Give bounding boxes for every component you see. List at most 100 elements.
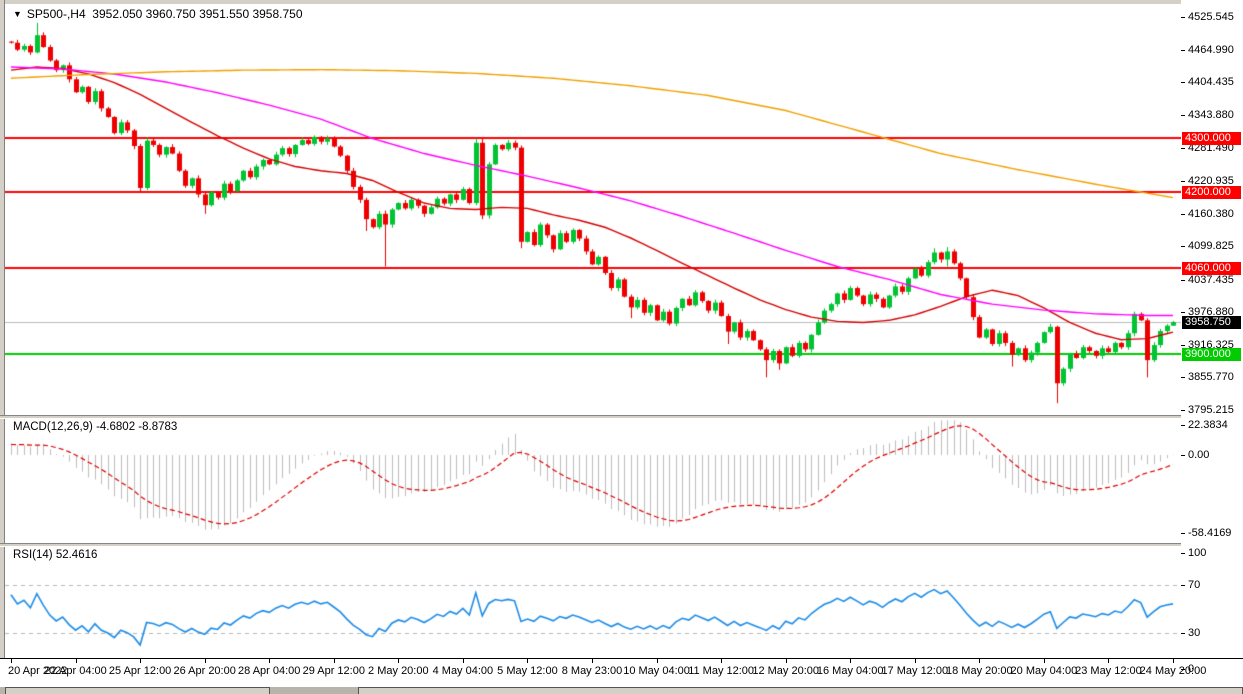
time-axis-tick bbox=[1043, 659, 1045, 663]
scrollbar-segment[interactable] bbox=[5, 687, 270, 694]
current-price-badge: 3958.750 bbox=[1182, 316, 1241, 330]
price-chart-canvas[interactable] bbox=[5, 4, 1181, 415]
time-axis-label: 5 May 12:00 bbox=[497, 665, 558, 677]
time-axis-tick bbox=[75, 659, 77, 663]
panel-separator[interactable] bbox=[0, 543, 1243, 547]
time-axis-label: 16 May 04:00 bbox=[816, 665, 884, 677]
macd-axis-label: 22.3834 bbox=[1188, 419, 1228, 432]
price-axis-label: 4220.935 bbox=[1188, 175, 1234, 188]
time-axis-tick bbox=[1108, 659, 1110, 663]
time-axis-label: 8 May 23:00 bbox=[561, 665, 623, 677]
time-axis-label: 10 May 04:00 bbox=[623, 665, 690, 677]
price-axis-tick bbox=[1181, 49, 1185, 51]
time-axis-label: 18 May 20:00 bbox=[946, 665, 1013, 677]
price-axis-tick bbox=[1181, 82, 1185, 84]
rsi-axis-tick bbox=[1181, 669, 1185, 670]
price-axis-label: 4464.990 bbox=[1188, 43, 1234, 56]
price-axis-tick bbox=[1181, 114, 1185, 116]
horizontal-scrollbar bbox=[0, 687, 1243, 694]
time-axis[interactable] bbox=[0, 658, 1243, 688]
macd-axis-tick bbox=[1181, 533, 1185, 535]
time-axis-tick bbox=[140, 659, 142, 663]
scrollbar-thumb[interactable] bbox=[358, 687, 1243, 694]
time-axis-label: 11 May 12:00 bbox=[688, 665, 755, 677]
time-axis-label: 20 May 04:00 bbox=[1010, 665, 1078, 677]
price-axis-label: 4099.825 bbox=[1188, 240, 1234, 253]
price-axis-tick bbox=[1181, 377, 1185, 379]
macd-canvas[interactable] bbox=[5, 419, 1181, 543]
time-axis-tick bbox=[1173, 659, 1174, 663]
price-axis-label: 4404.435 bbox=[1188, 76, 1234, 89]
time-axis-tick bbox=[462, 659, 464, 663]
time-axis-label: 29 Apr 12:00 bbox=[302, 665, 365, 677]
time-axis-tick bbox=[914, 659, 916, 663]
rsi-axis-label: 100 bbox=[1188, 547, 1207, 559]
hline-price-badge: 3900.000 bbox=[1182, 347, 1241, 361]
price-axis-label: 3976.880 bbox=[1188, 306, 1234, 319]
symbol-period-label: SP500-,H4 bbox=[26, 7, 86, 21]
price-axis-tick bbox=[1181, 344, 1185, 346]
price-axis-label: 3795.215 bbox=[1188, 404, 1234, 417]
price-axis-label: 4343.880 bbox=[1188, 108, 1234, 121]
time-axis-tick bbox=[656, 659, 658, 663]
rsi-canvas[interactable] bbox=[5, 547, 1181, 658]
macd-axis-label: 0.00 bbox=[1188, 448, 1210, 461]
rsi-axis-label: 30 bbox=[1188, 627, 1201, 639]
price-axis-label: 4160.380 bbox=[1188, 207, 1234, 220]
rsi-axis-tick bbox=[1181, 633, 1185, 634]
macd-axis-label: -58.4169 bbox=[1188, 527, 1232, 540]
price-axis-tick bbox=[1181, 181, 1185, 183]
price-chart-panel: ▼ SP500-,H4 3952.050 3960.750 3951.550 39… bbox=[5, 4, 1182, 415]
price-axis-tick bbox=[1181, 17, 1185, 19]
rsi-axis-tick bbox=[1181, 553, 1185, 554]
time-axis-label: 25 Apr 12:00 bbox=[108, 665, 172, 677]
chart-title: ▼ SP500-,H4 3952.050 3960.750 3951.550 39… bbox=[13, 7, 303, 21]
time-axis-tick bbox=[785, 659, 787, 663]
price-axis-tick bbox=[1181, 410, 1185, 412]
panel-separator[interactable] bbox=[0, 415, 1243, 419]
time-axis-tick bbox=[204, 659, 206, 663]
time-axis-tick bbox=[850, 659, 852, 663]
time-axis-label: 22 Apr 04:00 bbox=[44, 665, 107, 677]
time-axis-label: 20 Apr 2022 bbox=[8, 665, 68, 677]
window-left-border bbox=[0, 0, 5, 694]
symbol-dropdown-icon[interactable]: ▼ bbox=[13, 9, 22, 19]
price-axis-tick bbox=[1181, 279, 1185, 281]
time-axis-label: 12 May 20:00 bbox=[752, 665, 819, 677]
time-axis-label: 28 Apr 04:00 bbox=[238, 665, 301, 677]
macd-axis-tick bbox=[1181, 454, 1185, 456]
time-axis-label: 4 May 04:00 bbox=[432, 665, 494, 677]
time-axis-tick bbox=[269, 659, 271, 663]
time-axis-tick bbox=[527, 659, 529, 663]
rsi-axis-tick bbox=[1181, 585, 1185, 586]
rsi-axis-label: 0 bbox=[1188, 663, 1195, 675]
time-axis-tick bbox=[398, 659, 400, 663]
time-axis-label: 2 May 20:00 bbox=[368, 665, 429, 677]
price-axis-tick bbox=[1181, 213, 1185, 215]
rsi-axis-label: 70 bbox=[1188, 579, 1201, 591]
time-axis-tick bbox=[979, 659, 981, 663]
rsi-label: RSI(14) 52.4616 bbox=[13, 549, 98, 561]
time-axis-tick bbox=[721, 659, 723, 663]
price-axis-tick bbox=[1181, 246, 1185, 248]
macd-axis-tick bbox=[1181, 425, 1185, 427]
ohlc-readout: 3952.050 3960.750 3951.550 3958.750 bbox=[92, 7, 303, 21]
time-axis-label: 17 May 12:00 bbox=[881, 665, 949, 677]
time-axis-label: 24 May 20:00 bbox=[1139, 665, 1207, 677]
window-top-border bbox=[0, 0, 1243, 4]
price-axis-tick bbox=[1181, 148, 1185, 150]
price-axis-label: 4037.435 bbox=[1188, 273, 1234, 286]
time-axis-tick bbox=[11, 659, 12, 663]
price-axis-label: 3855.770 bbox=[1188, 371, 1234, 384]
macd-panel: MACD(12,26,9) -4.6802 -8.8783 bbox=[5, 419, 1182, 543]
macd-label: MACD(12,26,9) -4.6802 -8.8783 bbox=[13, 421, 178, 433]
hline-price-badge: 4060.000 bbox=[1182, 261, 1241, 275]
hline-price-badge: 4300.000 bbox=[1182, 132, 1241, 146]
time-axis-tick bbox=[592, 659, 593, 663]
time-axis-label: 26 Apr 20:00 bbox=[173, 665, 236, 677]
time-axis-label: 23 May 12:00 bbox=[1075, 665, 1142, 677]
price-axis-label: 4525.545 bbox=[1188, 11, 1234, 24]
rsi-panel: RSI(14) 52.4616 bbox=[5, 547, 1182, 658]
price-axis-tick bbox=[1181, 312, 1185, 314]
